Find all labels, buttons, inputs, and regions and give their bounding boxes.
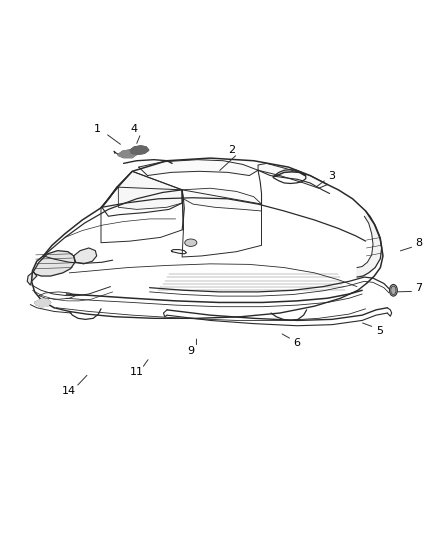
Text: 6: 6 — [293, 338, 300, 348]
Polygon shape — [33, 251, 75, 276]
Text: 3: 3 — [328, 171, 336, 181]
Text: 1: 1 — [94, 124, 101, 134]
Text: 2: 2 — [229, 145, 236, 155]
Text: 5: 5 — [376, 326, 383, 336]
Ellipse shape — [389, 285, 397, 296]
Text: 8: 8 — [415, 238, 422, 248]
Polygon shape — [357, 216, 381, 277]
Text: 14: 14 — [62, 386, 76, 396]
Polygon shape — [130, 146, 149, 155]
Polygon shape — [35, 300, 51, 306]
Polygon shape — [102, 171, 182, 216]
Text: 7: 7 — [415, 282, 422, 293]
Polygon shape — [118, 150, 137, 158]
Ellipse shape — [185, 239, 197, 246]
Text: 11: 11 — [130, 367, 144, 377]
Text: 4: 4 — [131, 124, 138, 134]
Ellipse shape — [391, 286, 396, 295]
Polygon shape — [27, 272, 37, 285]
Text: 9: 9 — [187, 346, 194, 356]
Polygon shape — [74, 248, 97, 264]
Polygon shape — [258, 164, 328, 188]
Polygon shape — [182, 188, 261, 211]
Polygon shape — [118, 171, 182, 209]
Polygon shape — [139, 160, 258, 175]
